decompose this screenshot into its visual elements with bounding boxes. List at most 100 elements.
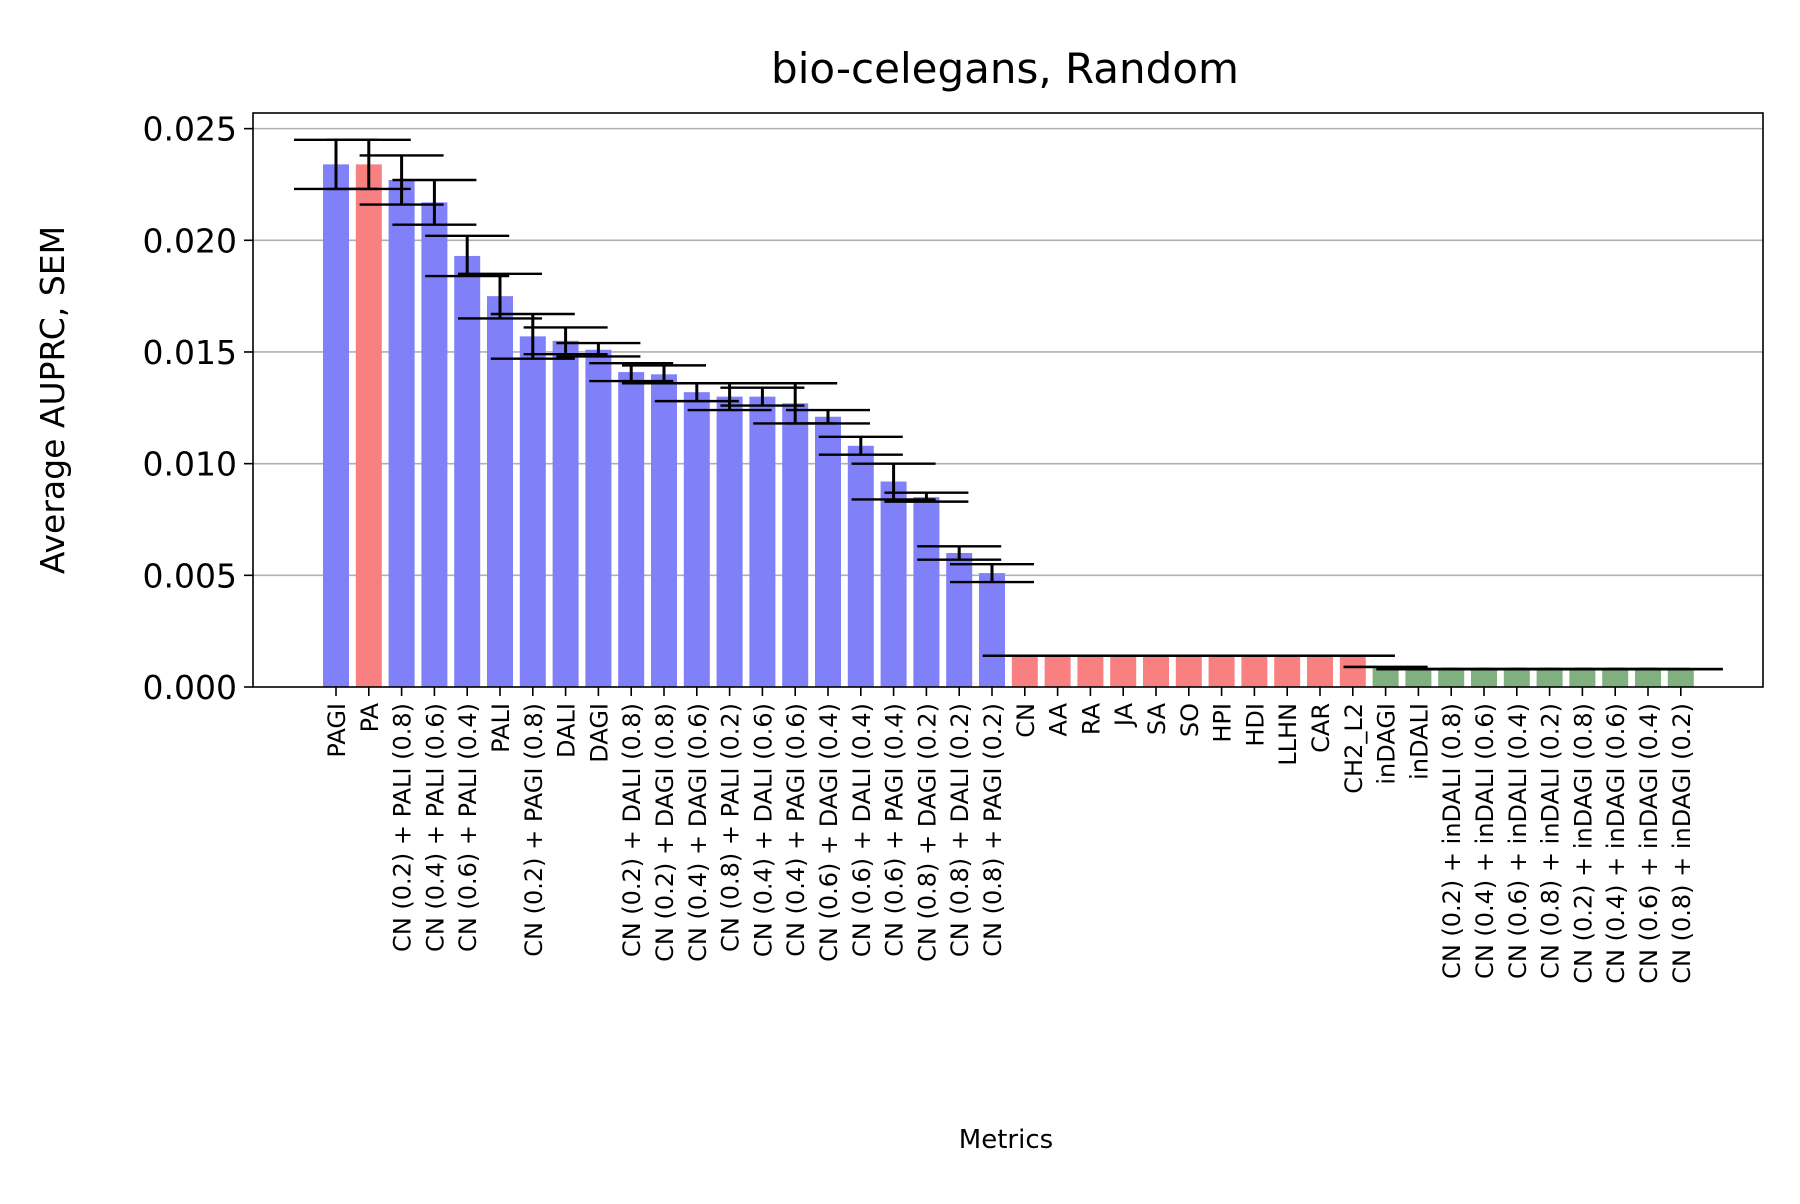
x-tick-label: CN (0.6) + DAGI (0.4) xyxy=(815,703,843,962)
bar xyxy=(355,164,382,688)
y-tick-label: 0.005 xyxy=(143,556,237,595)
x-tick-label: CN (0.6) + inDAGI (0.4) xyxy=(1635,703,1663,984)
bar xyxy=(388,180,415,687)
x-tick-label: CN (0.4) + PAGI (0.6) xyxy=(782,703,810,957)
y-tick-label: 0.015 xyxy=(143,333,237,372)
x-tick-label: PAGI xyxy=(323,703,351,758)
bar xyxy=(1175,655,1202,687)
x-tick-label: CN (0.2) + PALI (0.8) xyxy=(389,703,417,952)
bar xyxy=(1274,655,1301,687)
error-bar xyxy=(425,234,510,278)
bar xyxy=(1044,655,1071,687)
error-bar xyxy=(786,408,870,425)
x-tick-label: DALI xyxy=(553,703,581,758)
y-tick-label: 0.025 xyxy=(143,110,237,149)
x-tick-label: HDI xyxy=(1241,703,1269,747)
bar xyxy=(1241,655,1268,687)
bar xyxy=(585,349,612,687)
x-tick-label: DAGI xyxy=(585,703,613,763)
x-tick-label: CN (0.4) + DAGI (0.6) xyxy=(684,703,712,962)
chart-title: bio-celegans, Random xyxy=(771,44,1239,93)
y-axis-ticks: 0.000 0.005 0.010 0.015 0.020 0.025 xyxy=(143,110,253,707)
bar xyxy=(913,497,940,687)
x-tick-label: CN (0.8) + DALI (0.2) xyxy=(946,703,974,957)
x-tick-label: CN (0.2) + DAGI (0.8) xyxy=(651,703,679,962)
bar xyxy=(880,481,907,687)
x-tick-label: CN (0.4) + inDALI (0.6) xyxy=(1471,703,1499,979)
x-tick-label: CN (0.2) + PAGI (0.8) xyxy=(520,703,548,957)
bar xyxy=(454,255,481,687)
x-tick-label: CAR xyxy=(1307,703,1335,753)
error-bar xyxy=(917,545,1002,561)
x-tick-label: CN (0.6) + DALI (0.4) xyxy=(848,703,876,957)
y-tick-label: 0.020 xyxy=(143,221,237,260)
bar xyxy=(1339,655,1366,687)
x-axis-ticks: PAGI PA CN (0.2) + PALI (0.8) CN (0.4) + PA… xyxy=(323,687,1696,984)
x-tick-label: CN (0.6) + PAGI (0.4) xyxy=(881,703,909,957)
error-bar xyxy=(950,562,1034,584)
x-tick-label: CN (0.2) + inDALI (0.8) xyxy=(1438,703,1466,979)
bar xyxy=(1372,666,1399,687)
bar xyxy=(815,416,841,687)
error-bar xyxy=(392,178,477,226)
x-tick-label: CN (0.6) + PALI (0.4) xyxy=(454,703,482,952)
x-tick-label: CN xyxy=(1012,703,1040,738)
bar xyxy=(946,552,973,687)
bar xyxy=(1143,655,1169,687)
bar xyxy=(1077,655,1104,687)
error-bars xyxy=(294,138,1723,671)
error-bar xyxy=(458,272,542,320)
bar xyxy=(847,445,874,687)
bar xyxy=(1471,669,1497,687)
x-tick-label: CN (0.8) + PALI (0.2) xyxy=(717,703,745,952)
bar xyxy=(487,296,513,687)
x-tick-label: CN (0.8) + DAGI (0.2) xyxy=(913,703,941,962)
x-tick-label: CN (0.4) + DALI (0.6) xyxy=(749,703,777,957)
y-tick-label: 0.000 xyxy=(143,668,237,707)
x-tick-label: PA xyxy=(356,702,384,732)
bar xyxy=(552,340,579,687)
x-tick-label: JA xyxy=(1110,702,1138,728)
plot-frame xyxy=(252,112,1764,688)
error-bar xyxy=(556,341,641,358)
bars xyxy=(323,164,1694,688)
x-tick-label: SA xyxy=(1143,702,1171,735)
bar xyxy=(1438,669,1465,687)
x-tick-label: RA xyxy=(1077,702,1105,735)
bar xyxy=(651,374,677,687)
x-tick-label: AA xyxy=(1045,702,1073,736)
error-bar xyxy=(720,386,805,407)
x-tick-label: LLHN xyxy=(1274,703,1302,766)
error-bar xyxy=(326,138,411,191)
x-tick-label: PALI xyxy=(487,703,515,753)
bar xyxy=(519,336,546,687)
x-tick-label: CN (0.2) + inDAGI (0.8) xyxy=(1569,703,1597,984)
bar xyxy=(1110,655,1137,687)
bar xyxy=(979,573,1005,687)
bar xyxy=(1635,669,1661,687)
error-bar xyxy=(523,326,608,356)
x-tick-label: CN (0.8) + PAGI (0.2) xyxy=(979,703,1007,957)
x-tick-label: HPI xyxy=(1209,703,1237,743)
bar xyxy=(782,403,809,687)
y-axis-label: Average AUPRC, SEM xyxy=(33,226,72,574)
bar xyxy=(1667,669,1694,687)
x-tick-label: CN (0.6) + inDALI (0.4) xyxy=(1504,703,1532,979)
bar xyxy=(716,396,743,687)
bar xyxy=(1602,669,1629,687)
bar xyxy=(1011,655,1038,687)
bar xyxy=(683,392,710,687)
bar xyxy=(1208,655,1235,687)
error-bar xyxy=(818,435,903,456)
x-tick-label: SO xyxy=(1176,703,1204,737)
x-tick-label: CN (0.8) + inDAGI (0.2) xyxy=(1668,703,1696,984)
bar xyxy=(749,396,776,687)
x-axis-label: Metrics xyxy=(959,1125,1053,1155)
bar xyxy=(1503,669,1530,687)
x-tick-label: CN (0.4) + PALI (0.6) xyxy=(421,703,449,952)
bar xyxy=(323,164,349,688)
error-bar xyxy=(490,312,575,360)
x-tick-label: CN (0.2) + DALI (0.8) xyxy=(618,703,646,957)
